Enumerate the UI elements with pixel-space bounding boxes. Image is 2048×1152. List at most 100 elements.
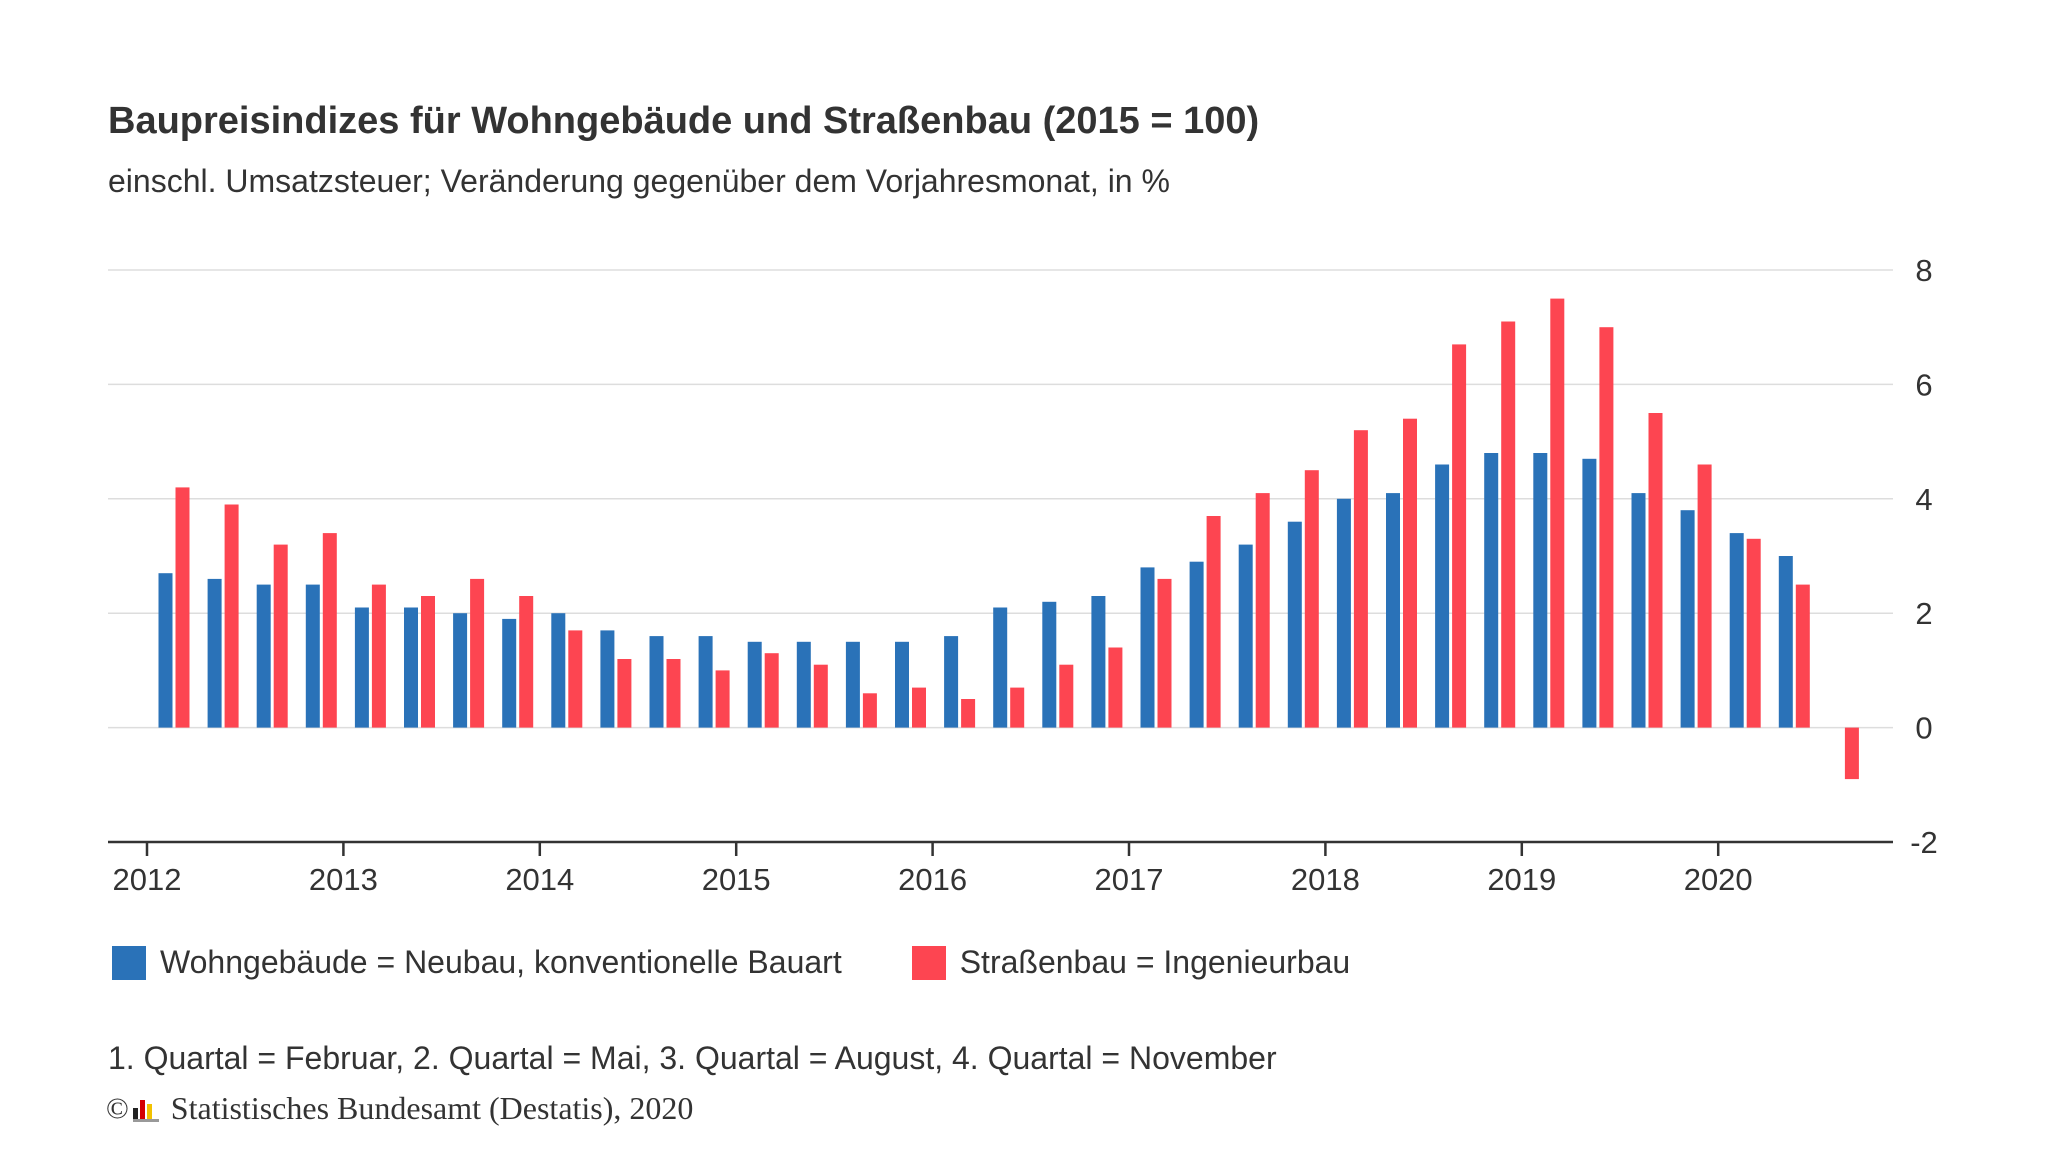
bar-strassenbau[interactable]: [1010, 687, 1025, 728]
bar-strassenbau[interactable]: [519, 596, 534, 728]
x-tick-label: 2019: [1487, 862, 1556, 897]
bar-wohngebaeude[interactable]: [551, 613, 566, 728]
bar-strassenbau[interactable]: [715, 670, 730, 728]
bar-strassenbau[interactable]: [1550, 298, 1565, 728]
source-credit: © Statistisches Bundesamt (Destatis), 20…: [106, 1090, 693, 1127]
bar-strassenbau[interactable]: [1844, 727, 1859, 780]
bar-wohngebaeude[interactable]: [845, 641, 860, 728]
chart-subtitle: einschl. Umsatzsteuer; Veränderung gegen…: [108, 163, 1170, 199]
bar-wohngebaeude[interactable]: [256, 584, 271, 728]
legend-item-strassenbau[interactable]: Straßenbau = Ingenieurbau: [911, 944, 1351, 981]
bar-strassenbau[interactable]: [1157, 578, 1172, 728]
legend-item-wohngebaeude[interactable]: Wohngebäude = Neubau, konventionelle Bau…: [112, 944, 842, 981]
bar-wohngebaeude[interactable]: [1189, 561, 1204, 728]
legend-swatch-blue: [112, 945, 146, 980]
bar-wohngebaeude[interactable]: [1042, 601, 1057, 728]
bar-strassenbau[interactable]: [371, 584, 386, 728]
bar-wohngebaeude[interactable]: [1336, 498, 1351, 728]
bar-wohngebaeude[interactable]: [158, 573, 173, 728]
bar-wohngebaeude[interactable]: [207, 578, 222, 728]
bar-wohngebaeude[interactable]: [1680, 510, 1695, 728]
bar-strassenbau[interactable]: [322, 533, 337, 728]
bar-wohngebaeude[interactable]: [1140, 567, 1155, 728]
bar-wohngebaeude[interactable]: [354, 607, 369, 728]
bar-wohngebaeude[interactable]: [1386, 493, 1400, 728]
bar-strassenbau[interactable]: [1746, 538, 1761, 728]
bar-wohngebaeude[interactable]: [1778, 556, 1793, 728]
bar-wohngebaeude[interactable]: [1729, 533, 1744, 728]
x-tick-label: 2015: [702, 862, 771, 897]
x-tick-label: 2018: [1291, 862, 1360, 897]
bar-wohngebaeude[interactable]: [305, 584, 320, 728]
bar-strassenbau[interactable]: [1108, 647, 1123, 728]
y-axis-labels: 8 6 4 2 0 -2: [1910, 253, 1938, 860]
y-tick-label: 6: [1915, 367, 1932, 402]
bar-wohngebaeude[interactable]: [1091, 596, 1106, 728]
bar-strassenbau[interactable]: [862, 693, 877, 728]
bar-strassenbau[interactable]: [912, 687, 926, 728]
y-tick-label: -2: [1910, 825, 1938, 860]
bar-strassenbau[interactable]: [813, 664, 828, 728]
destatis-logo-icon: [132, 1096, 161, 1122]
bar-strassenbau[interactable]: [1795, 584, 1810, 728]
chart-title: Baupreisindizes für Wohngebäude und Stra…: [108, 100, 1260, 142]
bar-strassenbau[interactable]: [1206, 516, 1221, 728]
bar-wohngebaeude[interactable]: [502, 618, 517, 728]
x-tick-label: 2020: [1684, 862, 1753, 897]
bar-wohngebaeude[interactable]: [993, 607, 1008, 728]
bar-wohngebaeude[interactable]: [895, 641, 909, 728]
bar-wohngebaeude[interactable]: [1533, 453, 1548, 728]
legend: Wohngebäude = Neubau, konventionelle Bau…: [112, 944, 1420, 981]
bar-strassenbau[interactable]: [1353, 430, 1368, 728]
bar-wohngebaeude[interactable]: [698, 636, 713, 728]
bar-wohngebaeude[interactable]: [649, 636, 664, 728]
bar-wohngebaeude[interactable]: [453, 613, 468, 728]
bar-wohngebaeude[interactable]: [1287, 521, 1302, 728]
copyright-symbol: ©: [106, 1091, 129, 1125]
bar-strassenbau[interactable]: [421, 596, 435, 728]
bar-strassenbau[interactable]: [273, 544, 288, 728]
y-tick-label: 0: [1915, 711, 1932, 746]
x-tick-label: 2017: [1095, 862, 1164, 897]
bar-wohngebaeude[interactable]: [1484, 453, 1499, 728]
bar-strassenbau[interactable]: [1059, 664, 1074, 728]
bar-strassenbau[interactable]: [1501, 321, 1516, 728]
bar-strassenbau[interactable]: [1697, 464, 1712, 728]
x-axis: 2012 2013 2014 2015 2016 2017 2018 2019 2020: [108, 840, 1893, 897]
quarter-note: 1. Quartal = Februar, 2. Quartal = Mai, …: [108, 1040, 1277, 1076]
bar-strassenbau[interactable]: [1403, 418, 1417, 728]
bar-strassenbau[interactable]: [1255, 493, 1270, 728]
bar-strassenbau[interactable]: [568, 630, 583, 728]
bar-strassenbau[interactable]: [175, 487, 190, 728]
bar-chart: 2012 2013 2014 2015 2016 2017 2018 2019 2020 8 6 4…: [108, 253, 1938, 897]
x-tick-label: 2012: [113, 862, 182, 897]
bars: [158, 298, 1859, 780]
bar-wohngebaeude[interactable]: [1435, 464, 1450, 728]
bar-wohngebaeude[interactable]: [1582, 458, 1597, 728]
legend-label-strassenbau: Straßenbau = Ingenieurbau: [959, 944, 1351, 980]
bar-strassenbau[interactable]: [666, 659, 681, 728]
x-tick-label: 2014: [505, 862, 574, 897]
bar-wohngebaeude[interactable]: [600, 630, 615, 728]
bar-wohngebaeude[interactable]: [747, 641, 762, 728]
bar-wohngebaeude[interactable]: [944, 636, 959, 728]
bar-strassenbau[interactable]: [470, 578, 485, 728]
bar-strassenbau[interactable]: [1304, 470, 1319, 728]
source-text: Statistisches Bundesamt (Destatis), 2020: [170, 1090, 694, 1126]
x-tick-label: 2013: [309, 862, 378, 897]
bar-strassenbau[interactable]: [961, 699, 976, 728]
bar-strassenbau[interactable]: [764, 653, 779, 728]
y-tick-label: 4: [1915, 482, 1932, 517]
bar-strassenbau[interactable]: [1452, 344, 1467, 728]
bar-wohngebaeude[interactable]: [796, 641, 811, 728]
bar-wohngebaeude[interactable]: [404, 607, 418, 728]
legend-label-wohngebaeude: Wohngebäude = Neubau, konventionelle Bau…: [160, 944, 842, 980]
bar-strassenbau[interactable]: [224, 504, 239, 728]
bar-wohngebaeude[interactable]: [1631, 493, 1646, 728]
bar-wohngebaeude[interactable]: [1238, 544, 1253, 728]
y-tick-label: 8: [1915, 253, 1932, 288]
legend-swatch-red: [911, 945, 946, 980]
bar-strassenbau[interactable]: [1599, 327, 1614, 728]
bar-strassenbau[interactable]: [617, 659, 632, 728]
bar-strassenbau[interactable]: [1648, 413, 1663, 728]
